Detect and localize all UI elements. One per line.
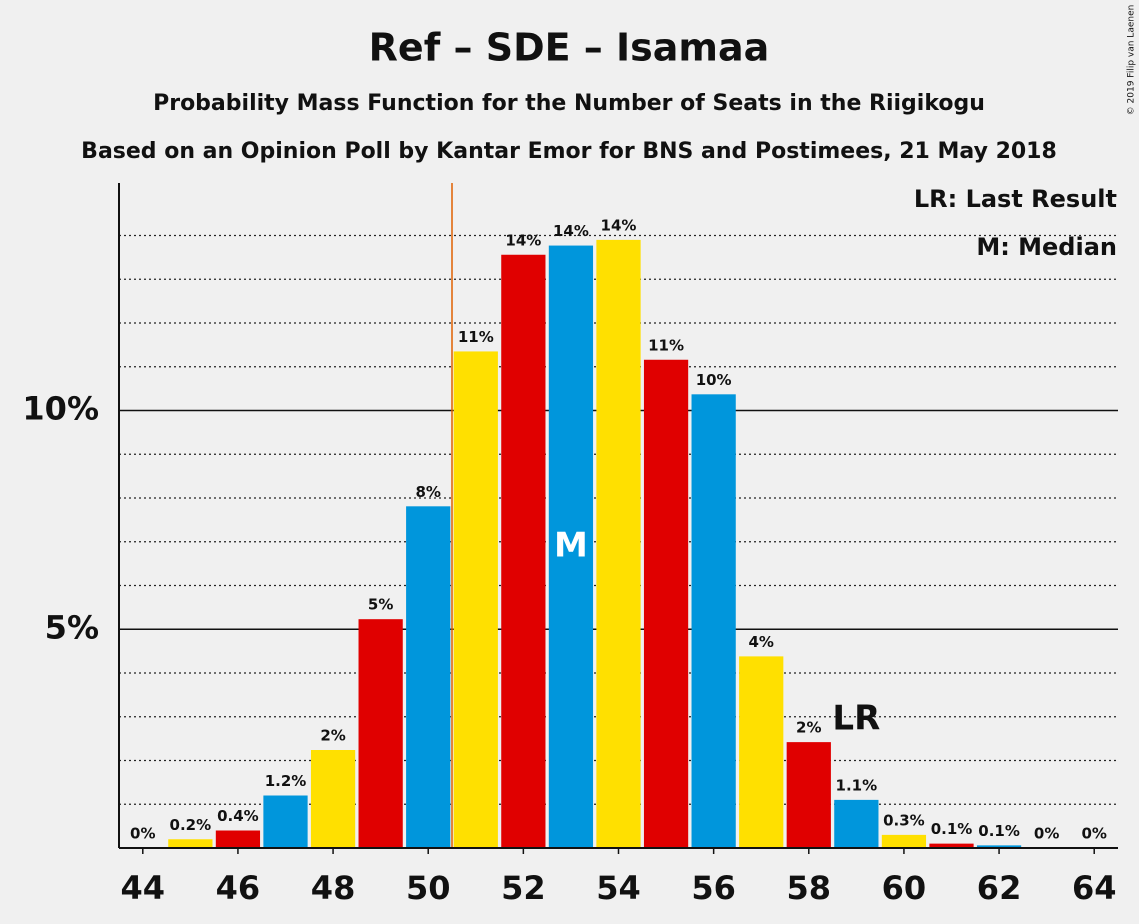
x-tick-label: 48 bbox=[311, 869, 356, 907]
value-label: 0% bbox=[1034, 825, 1059, 843]
value-label: 0% bbox=[130, 825, 155, 843]
chart-subtitle: Based on an Opinion Poll by Kantar Emor … bbox=[81, 139, 1057, 164]
value-label: 2% bbox=[796, 719, 821, 737]
value-label: 14% bbox=[601, 216, 637, 234]
x-tick-label: 56 bbox=[691, 869, 736, 907]
bar bbox=[834, 799, 879, 848]
value-label: 11% bbox=[458, 328, 494, 346]
x-tick-label: 46 bbox=[216, 869, 261, 907]
x-tick-label: 54 bbox=[596, 869, 641, 907]
legend-entry: M: Median bbox=[976, 233, 1117, 261]
value-label: 1.1% bbox=[836, 776, 878, 794]
bar bbox=[263, 795, 308, 848]
value-label: 2% bbox=[320, 727, 345, 745]
value-label: 11% bbox=[648, 336, 684, 354]
bar bbox=[929, 843, 974, 848]
bar bbox=[786, 742, 831, 848]
last-result-marker: LR bbox=[832, 698, 880, 738]
value-label: 14% bbox=[505, 231, 541, 249]
legend-entry: LR: Last Result bbox=[914, 185, 1117, 213]
bar bbox=[881, 834, 927, 848]
x-tick-label: 62 bbox=[977, 869, 1022, 907]
value-label: 1.2% bbox=[265, 772, 307, 790]
x-tick-label: 60 bbox=[882, 869, 927, 907]
value-label: 0.3% bbox=[883, 811, 925, 829]
credit: © 2019 Filip van Laenen bbox=[1127, 5, 1137, 116]
chart-subtitle: Probability Mass Function for the Number… bbox=[153, 91, 985, 116]
x-tick-label: 64 bbox=[1072, 869, 1117, 907]
bar bbox=[643, 359, 689, 848]
x-tick-label: 44 bbox=[121, 869, 166, 907]
chart-title: Ref – SDE – Isamaa bbox=[369, 26, 770, 70]
bar bbox=[406, 506, 451, 848]
bar bbox=[310, 750, 356, 848]
value-label: 0.1% bbox=[931, 820, 973, 838]
value-label: 4% bbox=[748, 633, 773, 651]
value-label: 14% bbox=[553, 222, 589, 240]
value-label: 5% bbox=[368, 596, 393, 614]
x-tick-label: 52 bbox=[501, 869, 546, 907]
y-tick-label: 5% bbox=[45, 608, 99, 646]
bar bbox=[976, 845, 1022, 848]
value-label: 0.4% bbox=[217, 807, 259, 825]
bar bbox=[453, 351, 498, 848]
bar bbox=[739, 656, 784, 848]
bar bbox=[215, 830, 261, 848]
bar bbox=[596, 239, 641, 848]
value-label: 0.1% bbox=[978, 822, 1020, 840]
bar bbox=[691, 394, 736, 848]
bar bbox=[501, 254, 546, 848]
value-label: 10% bbox=[696, 371, 732, 389]
y-tick-label: 10% bbox=[22, 390, 99, 428]
x-tick-label: 50 bbox=[406, 869, 451, 907]
x-tick-label: 58 bbox=[787, 869, 832, 907]
value-label: 0% bbox=[1081, 825, 1106, 843]
median-marker: M bbox=[554, 525, 588, 565]
value-label: 8% bbox=[415, 483, 440, 501]
value-label: 0.2% bbox=[170, 816, 212, 834]
bar bbox=[548, 245, 594, 848]
bar bbox=[168, 839, 213, 848]
bar bbox=[358, 619, 403, 848]
